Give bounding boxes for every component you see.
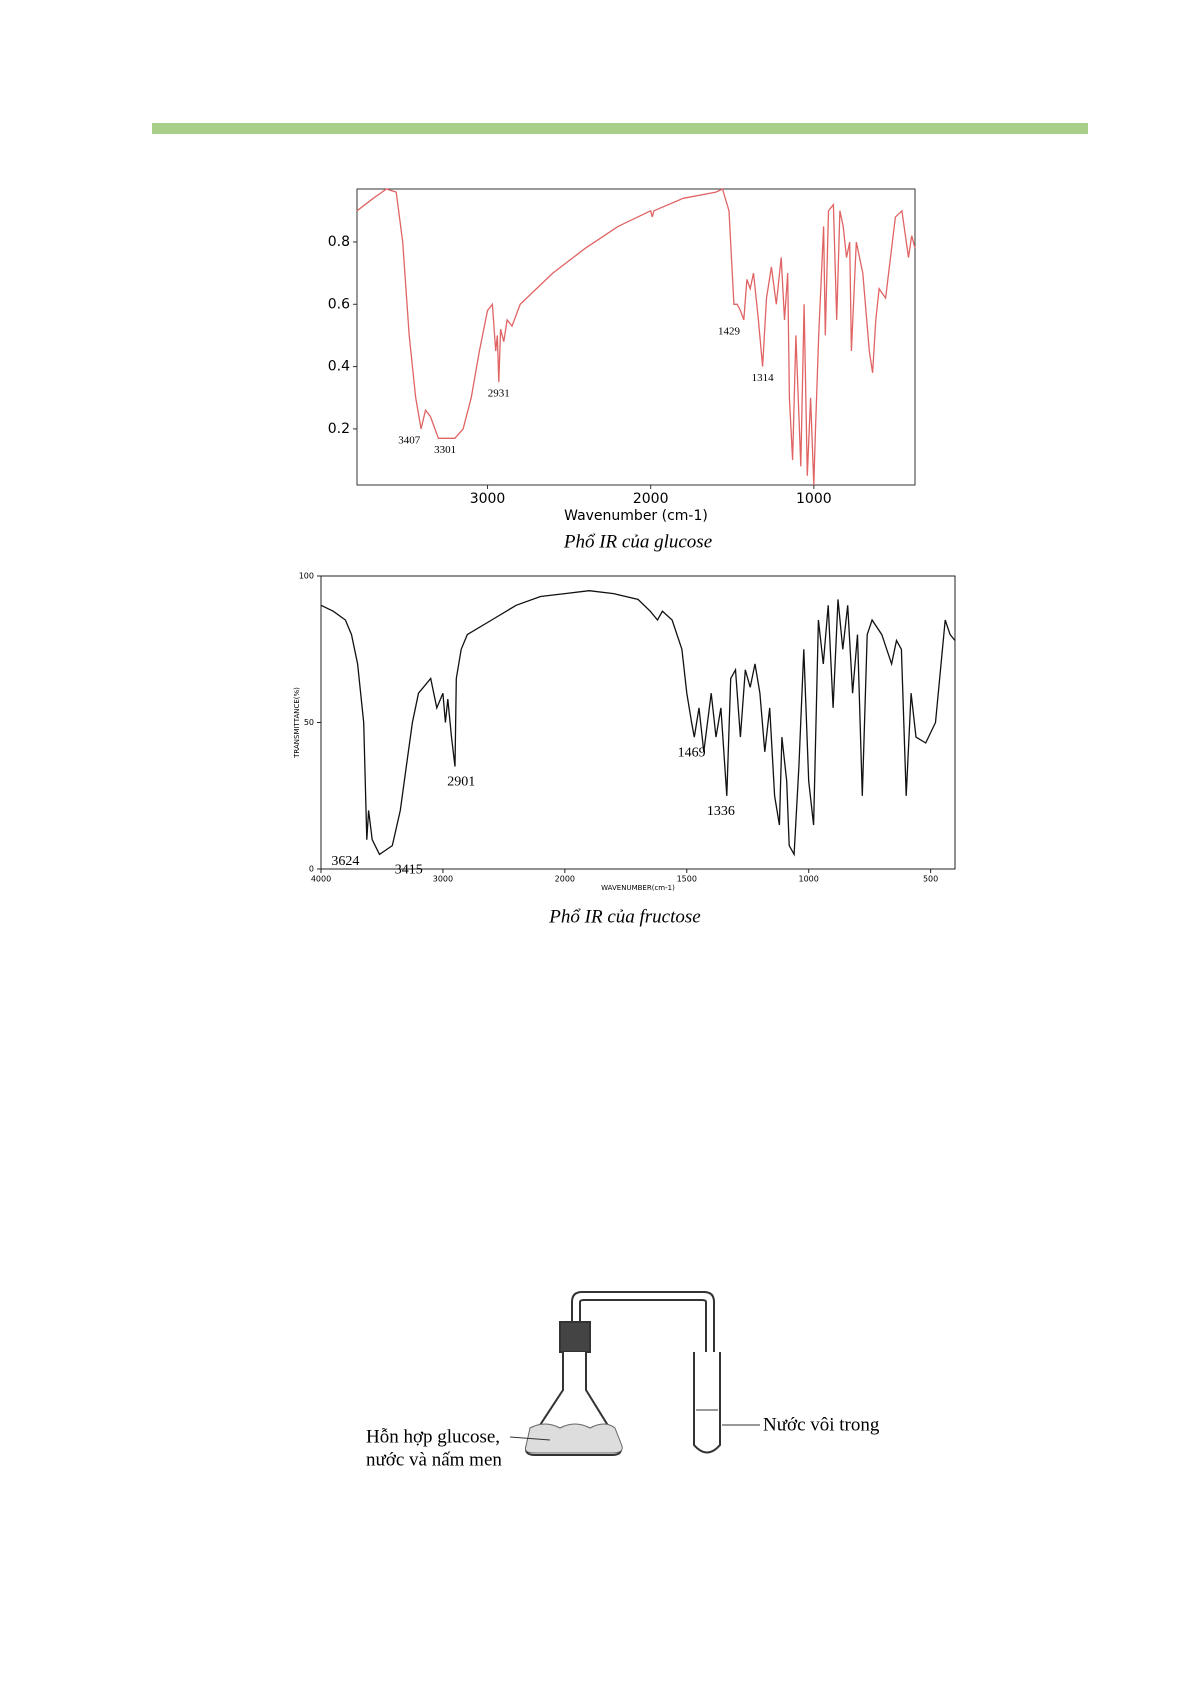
peak-label: 3301 [434,444,456,456]
peak-label: 1469 [678,745,706,760]
peak-label: 3415 [395,863,423,878]
x-tick-label: 3000 [433,875,453,884]
x-tick-label: 2000 [555,875,575,884]
y-axis-label: TRANSMITTANCE(%) [293,687,301,759]
x-tick-label: 2000 [633,491,669,507]
fermentation-diagram [509,1291,760,1456]
x-tick-label: 1000 [799,875,819,884]
peak-label: 1336 [707,804,735,819]
stopper [559,1321,591,1353]
peak-label: 2901 [447,775,475,790]
plot-frame [356,188,916,486]
diagram-label: nước và nấm men [366,1449,502,1470]
chart-caption: Phổ IR của glucose [563,531,712,552]
y-tick-label: 50 [304,718,314,727]
y-tick-label: 0 [309,865,314,874]
x-axis-label: Wavenumber (cm-1) [564,508,708,524]
test-tube [693,1352,721,1454]
x-tick-label: 500 [923,875,938,884]
x-axis-label: WAVENUMBER(cm-1) [601,884,675,892]
y-tick-label: 100 [299,572,314,581]
peak-label: 1314 [752,372,775,384]
mixture [524,1423,623,1454]
tube-outer [571,1291,715,1395]
spectrum-line [356,188,916,486]
x-tick-label: 1500 [677,875,697,884]
x-tick-label: 1000 [796,491,832,507]
y-tick-label: 0.8 [328,234,350,250]
chart-caption: Phổ IR của fructose [548,906,700,927]
diagram-label: Nước vôi trong [763,1414,880,1435]
x-tick-label: 3000 [470,491,506,507]
spectrum-line [320,590,956,857]
tube-inner [579,1299,707,1395]
y-tick-label: 0.2 [328,421,350,437]
diagram-label: Hỗn hợp glucose, [366,1426,500,1447]
peak-label: 3624 [331,854,359,869]
peak-label: 2931 [488,388,510,400]
peak-label: 3407 [398,434,421,446]
header-bar [152,123,1088,134]
pointer-mixture [509,1436,551,1441]
y-tick-label: 0.6 [328,296,350,312]
x-tick-label: 4000 [311,875,331,884]
y-tick-label: 0.4 [328,359,350,375]
peak-label: 1429 [718,325,741,337]
